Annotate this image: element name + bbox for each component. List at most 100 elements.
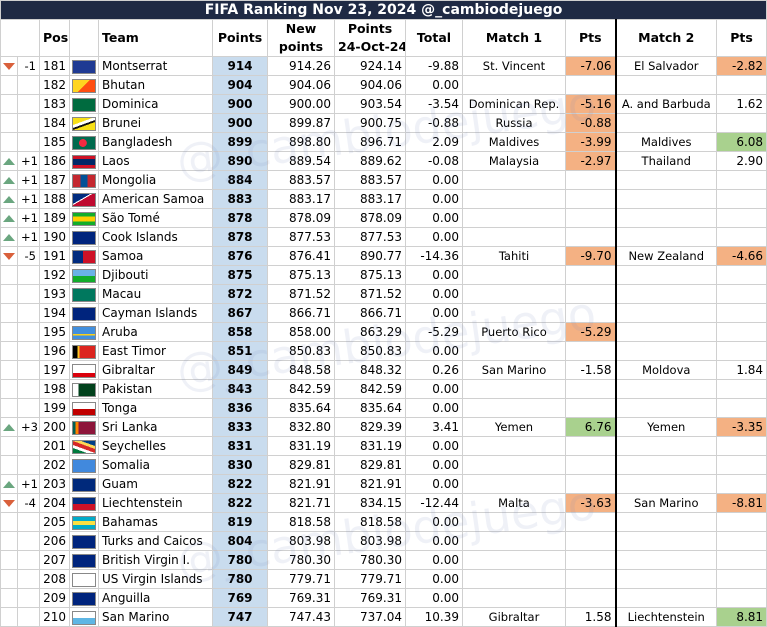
- team-name: Cook Islands: [98, 227, 213, 247]
- old-points: 835.64: [334, 398, 406, 418]
- new-points: 876.41: [267, 246, 335, 266]
- match1-opponent: Gibraltar: [462, 607, 566, 627]
- total-change: 0.00: [405, 189, 463, 209]
- rank-position: 184: [39, 113, 70, 133]
- rank-up-icon: [3, 234, 15, 241]
- header-match2: Match 2: [614, 19, 717, 57]
- match2-opponent: Maldives: [614, 132, 717, 152]
- team-name: Macau: [98, 284, 213, 304]
- rounded-points: 769: [212, 588, 268, 608]
- bahamas-flag: [72, 515, 96, 530]
- match2-points: [715, 189, 767, 209]
- rank-position: 209: [39, 588, 70, 608]
- match2-opponent: [614, 455, 717, 475]
- rounded-points: 849: [212, 360, 268, 380]
- team-name: São Tomé: [98, 208, 213, 228]
- flag-cell: [69, 170, 99, 190]
- match1-opponent: [462, 303, 566, 323]
- team-name: Bahamas: [98, 512, 213, 532]
- rounded-points: 900: [212, 113, 268, 133]
- rounded-points: 872: [212, 284, 268, 304]
- match2-opponent: [614, 379, 717, 399]
- new-points: 850.83: [267, 341, 335, 361]
- change-arrow: [0, 398, 18, 418]
- match1-points: [565, 455, 616, 475]
- team-name: Mongolia: [98, 170, 213, 190]
- match1-points: [565, 550, 616, 570]
- total-change: 10.39: [405, 607, 463, 627]
- change-arrow: [0, 265, 18, 285]
- team-name: East Timor: [98, 341, 213, 361]
- team-name: Guam: [98, 474, 213, 494]
- rank-change: [17, 379, 40, 399]
- flag-cell: [69, 75, 99, 95]
- rank-down-icon: [3, 500, 15, 507]
- match2-opponent: [614, 341, 717, 361]
- mongolia-flag: [72, 173, 96, 188]
- match1-points: -2.97: [565, 151, 616, 171]
- match2-opponent: [614, 208, 717, 228]
- rank-change: [17, 531, 40, 551]
- match1-opponent: [462, 227, 566, 247]
- rank-position: 208: [39, 569, 70, 589]
- rank-position: 200: [39, 417, 70, 437]
- rank-position: 204: [39, 493, 70, 513]
- table-row: -5 191 Samoa 876 876.41 890.77 -14.36 Tahiti -9.…: [0, 246, 767, 266]
- flag-cell: [69, 284, 99, 304]
- match2-opponent: Liechtenstein: [614, 607, 717, 627]
- flag-cell: [69, 303, 99, 323]
- total-change: -0.88: [405, 113, 463, 133]
- match2-opponent: [614, 227, 717, 247]
- header-total: Total: [405, 19, 463, 57]
- team-name: Sri Lanka: [98, 417, 213, 437]
- old-points: 821.91: [334, 474, 406, 494]
- rank-change: +1: [17, 151, 40, 171]
- rank-change: +1: [17, 474, 40, 494]
- rounded-points: 876: [212, 246, 268, 266]
- rank-position: 181: [39, 56, 70, 76]
- change-arrow: [0, 303, 18, 323]
- rank-change: [17, 455, 40, 475]
- seychelles-flag: [72, 439, 96, 454]
- rounded-points: 914: [212, 56, 268, 76]
- team-name: US Virgin Islands: [98, 569, 213, 589]
- total-change: 0.00: [405, 474, 463, 494]
- new-points: 858.00: [267, 322, 335, 342]
- rank-position: 187: [39, 170, 70, 190]
- brunei-flag: [72, 116, 96, 131]
- match1-opponent: [462, 170, 566, 190]
- flag-cell: [69, 56, 99, 76]
- total-change: 0.00: [405, 208, 463, 228]
- match1-points: [565, 379, 616, 399]
- header-old-points-line1: Points: [347, 21, 393, 36]
- rounded-points: 822: [212, 474, 268, 494]
- team-name: Anguilla: [98, 588, 213, 608]
- total-change: -5.29: [405, 322, 463, 342]
- header-points: Points: [212, 19, 268, 57]
- team-name: San Marino: [98, 607, 213, 627]
- team-name: Brunei: [98, 113, 213, 133]
- rounded-points: 819: [212, 512, 268, 532]
- match2-points: [715, 170, 767, 190]
- match1-opponent: Malaysia: [462, 151, 566, 171]
- rank-position: 203: [39, 474, 70, 494]
- match2-opponent: [614, 189, 717, 209]
- match2-opponent: [614, 170, 717, 190]
- rank-position: 196: [39, 341, 70, 361]
- old-points: 866.71: [334, 303, 406, 323]
- team-name: Samoa: [98, 246, 213, 266]
- table-row: 193 Macau 872 871.52 871.52 0.00: [0, 284, 767, 304]
- rounded-points: 780: [212, 569, 268, 589]
- rank-up-icon: [3, 158, 15, 165]
- total-change: -9.88: [405, 56, 463, 76]
- match2-points: [715, 265, 767, 285]
- match1-opponent: [462, 588, 566, 608]
- match2-points: [715, 208, 767, 228]
- table-row: 208 US Virgin Islands 780 779.71 779.71 0.00: [0, 569, 767, 589]
- table-row: 201 Seychelles 831 831.19 831.19 0.00: [0, 436, 767, 456]
- table-row: 202 Somalia 830 829.81 829.81 0.00: [0, 455, 767, 475]
- match1-points: [565, 569, 616, 589]
- old-points: 834.15: [334, 493, 406, 513]
- match2-points: [715, 284, 767, 304]
- rank-change: [17, 607, 40, 627]
